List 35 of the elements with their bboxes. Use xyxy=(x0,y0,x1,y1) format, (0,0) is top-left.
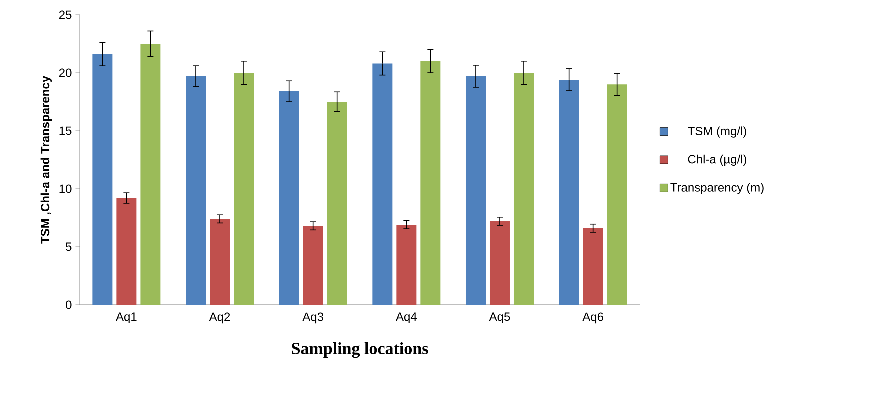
bar xyxy=(210,219,230,305)
bar xyxy=(583,228,604,305)
bar xyxy=(490,221,510,305)
bar xyxy=(396,224,417,305)
x-axis-title: Sampling locations xyxy=(292,342,428,358)
bar xyxy=(140,44,161,305)
bar xyxy=(279,92,300,305)
x-tick-label: Aq5 xyxy=(489,312,510,324)
bar xyxy=(234,72,254,305)
bar xyxy=(92,54,113,305)
y-tick-label: 20 xyxy=(59,68,72,78)
bar xyxy=(559,80,580,305)
bar xyxy=(372,64,393,305)
legend-label: TSM (mg/l) xyxy=(688,126,746,138)
bar xyxy=(607,84,628,305)
x-tick-label: Aq6 xyxy=(582,312,604,324)
legend-label: Transparency (m) xyxy=(670,183,764,194)
y-tick-label: 15 xyxy=(60,126,72,136)
x-tick-label: Aq2 xyxy=(209,312,230,324)
y-axis-title: TSM ,Chl-a and Transparency xyxy=(40,76,52,244)
y-tick-label: 0 xyxy=(66,300,72,310)
bar xyxy=(420,61,441,305)
bar xyxy=(514,72,534,305)
bar xyxy=(466,76,486,305)
y-tick-label: 25 xyxy=(59,10,72,20)
x-tick-label: Aq1 xyxy=(116,312,137,324)
y-tick-label: 10 xyxy=(60,184,72,194)
y-tick-label: 5 xyxy=(66,242,72,252)
bar xyxy=(327,102,348,305)
bar xyxy=(186,76,206,305)
bar xyxy=(303,226,324,305)
legend-label: Chl-a (µg/l) xyxy=(688,154,747,166)
bar xyxy=(116,198,137,305)
x-tick-label: Aq4 xyxy=(396,312,417,324)
x-tick-label: Aq3 xyxy=(302,312,324,324)
